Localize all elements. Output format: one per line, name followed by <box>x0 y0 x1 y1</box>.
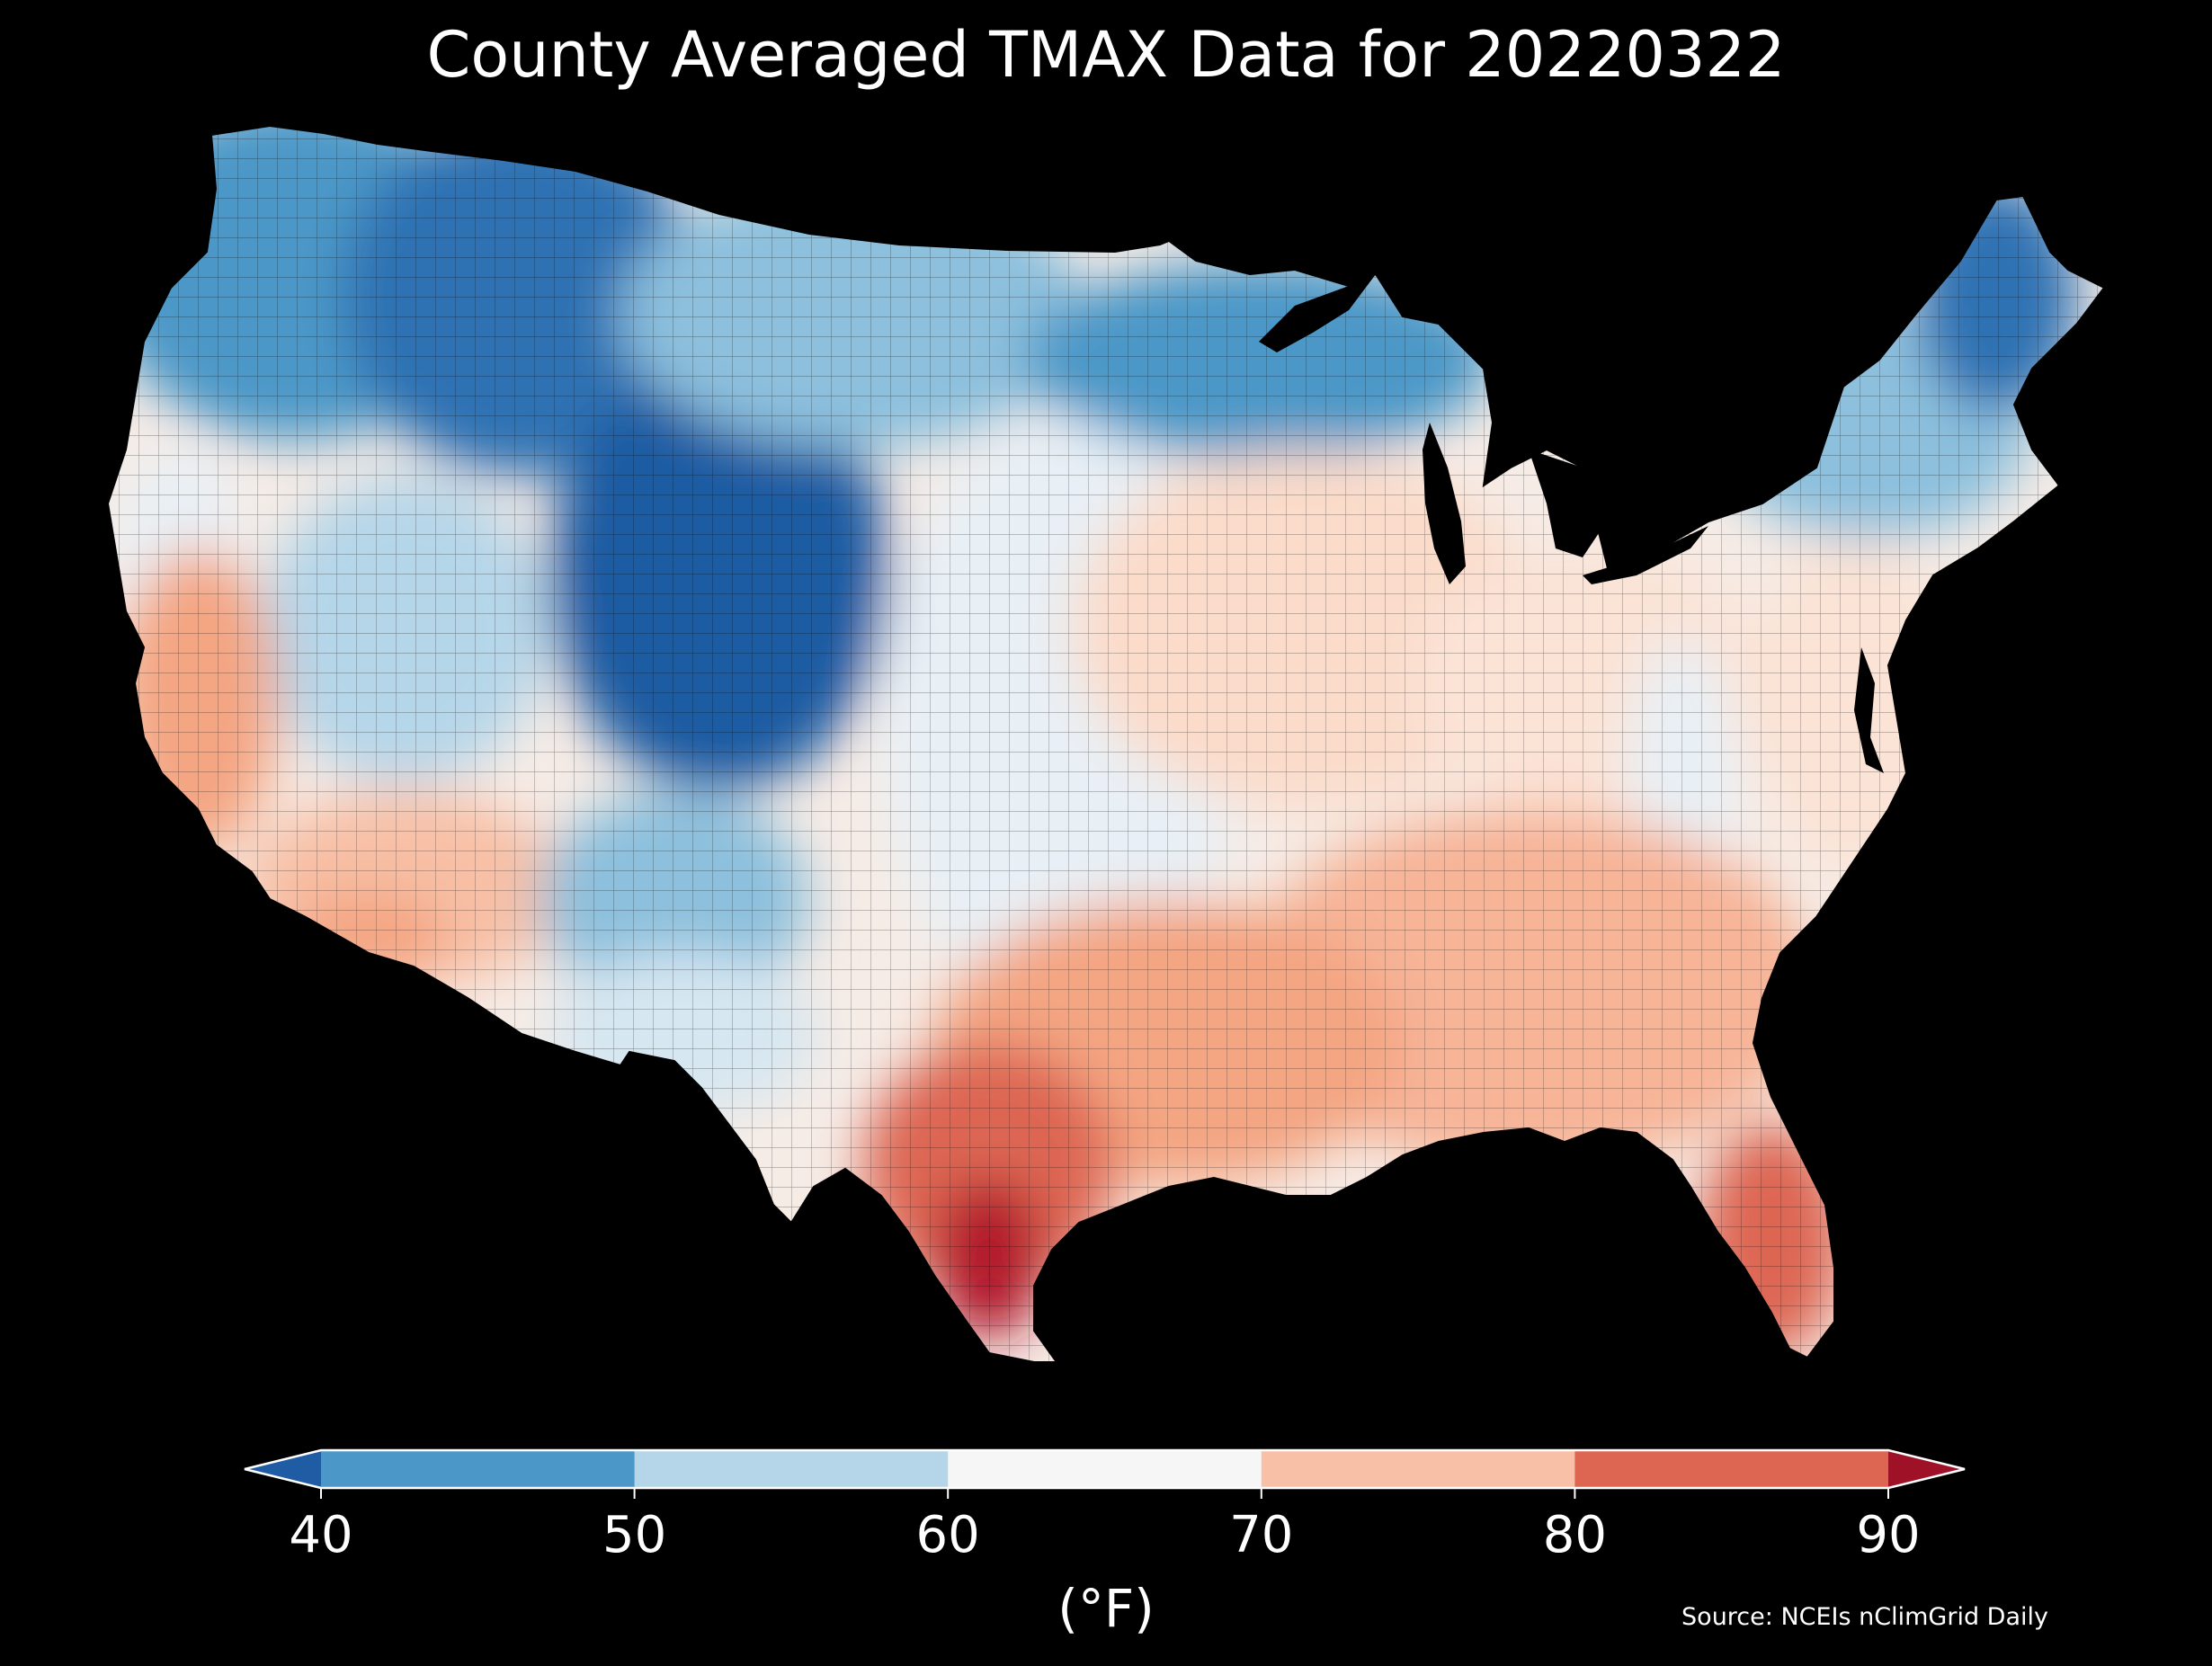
colorbar-bin <box>634 1450 949 1488</box>
colorbar-bin <box>948 1450 1262 1488</box>
colorbar-bin <box>1574 1450 1889 1488</box>
colorbar-tick-label: 80 <box>1542 1506 1608 1564</box>
colorbar-tick-label: 60 <box>915 1506 980 1564</box>
colorbar <box>244 1448 1966 1499</box>
chesapeake-bay <box>1854 647 1884 773</box>
colorbar-label: (°F) <box>1057 1578 1155 1639</box>
colorbar-tick-label: 90 <box>1856 1506 1921 1564</box>
map-title: County Averaged TMAX Data for 20220322 <box>426 18 1786 92</box>
colorbar-tick-label: 40 <box>289 1506 353 1564</box>
source-note: Source: NCEIs nClimGrid Daily <box>1681 1603 2048 1631</box>
colorbar-tick-label: 70 <box>1229 1506 1294 1564</box>
lake-superior <box>1259 274 1376 352</box>
lake-erie <box>1583 526 1708 584</box>
colorbar-bin <box>1261 1450 1575 1488</box>
colorbar-extend-low <box>245 1450 321 1488</box>
lake-michigan <box>1423 423 1466 584</box>
colorbar-tick-label: 50 <box>602 1506 667 1564</box>
colorbar-extend-high <box>1888 1450 1965 1488</box>
county-boundaries <box>108 126 2104 1362</box>
colorbar-bin <box>321 1450 636 1488</box>
lake-huron <box>1529 450 1601 557</box>
